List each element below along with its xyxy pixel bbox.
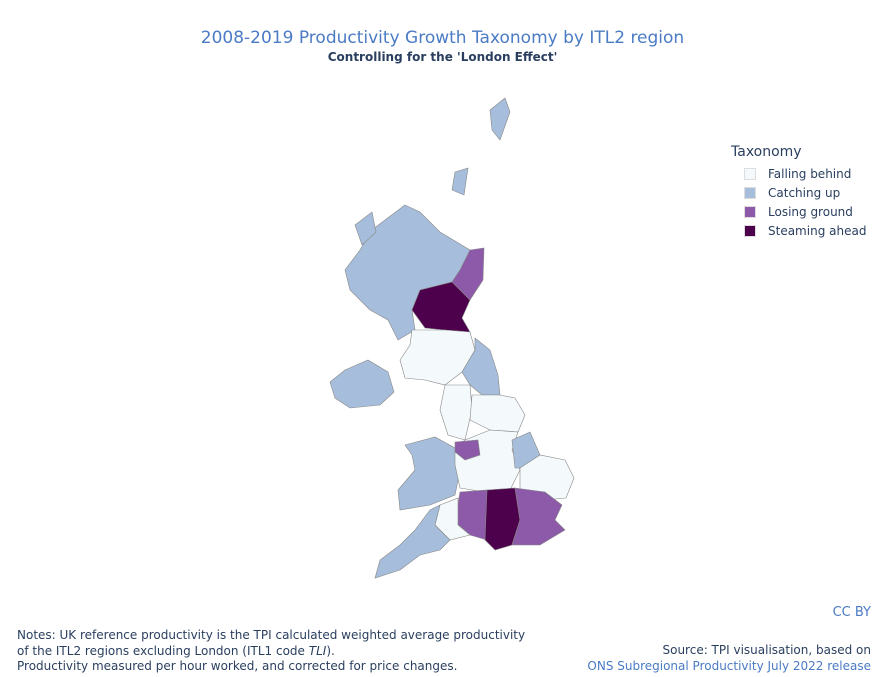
legend-title: Taxonomy — [731, 144, 802, 160]
title: 2008-2019 Productivity Growth Taxonomy b… — [200, 28, 685, 48]
notes-code: TLI — [308, 643, 327, 658]
region — [329, 359, 395, 409]
region — [399, 329, 476, 386]
region — [439, 384, 473, 441]
legend-item[interactable]: Falling behind — [744, 164, 866, 183]
region — [374, 504, 451, 579]
legend-swatch — [744, 186, 756, 199]
region — [354, 211, 377, 246]
source-link[interactable]: ONS Subregional Productivity July 2022 r… — [587, 658, 871, 673]
legend-item[interactable]: Catching up — [744, 183, 866, 202]
legend-swatch — [744, 224, 756, 237]
source-line: Source: TPI visualisation, based on — [662, 643, 871, 657]
legend-label: Steaming ahead — [768, 223, 867, 238]
legend-swatch — [744, 167, 756, 180]
region — [511, 487, 566, 546]
notes-line: of the ITL2 regions excluding London (IT… — [17, 644, 525, 660]
notes-line: Productivity measured per hour worked, a… — [17, 659, 458, 673]
region — [469, 394, 526, 433]
legend-item[interactable]: Steaming ahead — [744, 221, 866, 240]
source: Source: TPI visualisation, based on ONS … — [587, 643, 871, 674]
legend: Falling behind Catching up Losing ground St… — [744, 164, 866, 240]
notes-text: ). — [326, 643, 335, 658]
region — [344, 204, 471, 341]
legend-swatch — [744, 205, 756, 218]
subtitle: Controlling for the 'London Effect' — [327, 50, 558, 64]
legend-label: Falling behind — [768, 166, 852, 181]
legend-item[interactable]: Losing ground — [744, 202, 866, 221]
notes-line: Notes: UK reference productivity is the … — [17, 628, 526, 642]
region — [397, 436, 461, 511]
region — [451, 167, 469, 196]
notes-text: of the ITL2 regions excluding London (IT… — [17, 643, 309, 658]
notes: Notes: UK reference productivity is the … — [17, 628, 525, 675]
region — [454, 439, 481, 461]
legend-label: Catching up — [768, 185, 841, 200]
region — [489, 97, 511, 141]
license[interactable]: CC BY — [832, 605, 871, 620]
legend-label: Losing ground — [768, 204, 853, 219]
